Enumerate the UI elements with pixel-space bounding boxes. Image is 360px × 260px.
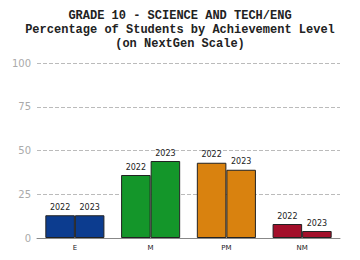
svg-text:75: 75 — [18, 101, 31, 112]
svg-text:2023: 2023 — [231, 157, 251, 166]
svg-text:2022: 2022 — [50, 203, 70, 212]
svg-text:(on NextGen Scale): (on NextGen Scale) — [115, 37, 245, 51]
svg-text:GRADE 10 - SCIENCE AND TECH/EN: GRADE 10 - SCIENCE AND TECH/ENG — [68, 9, 291, 23]
svg-text:NM: NM — [296, 244, 307, 252]
svg-text:E: E — [73, 244, 77, 252]
svg-text:2022: 2022 — [277, 212, 297, 221]
svg-text:PM: PM — [221, 244, 231, 252]
svg-text:25: 25 — [18, 189, 31, 200]
svg-text:100: 100 — [12, 58, 31, 69]
svg-text:50: 50 — [18, 145, 31, 156]
svg-text:0: 0 — [25, 233, 31, 244]
svg-text:2022: 2022 — [201, 150, 221, 159]
svg-text:2023: 2023 — [155, 149, 175, 158]
svg-text:Percentage of Students by Achi: Percentage of Students by Achievement Le… — [25, 23, 335, 37]
svg-text:2023: 2023 — [79, 203, 99, 212]
svg-text:2023: 2023 — [307, 219, 327, 228]
svg-text:M: M — [148, 244, 154, 252]
svg-text:2022: 2022 — [126, 163, 146, 172]
